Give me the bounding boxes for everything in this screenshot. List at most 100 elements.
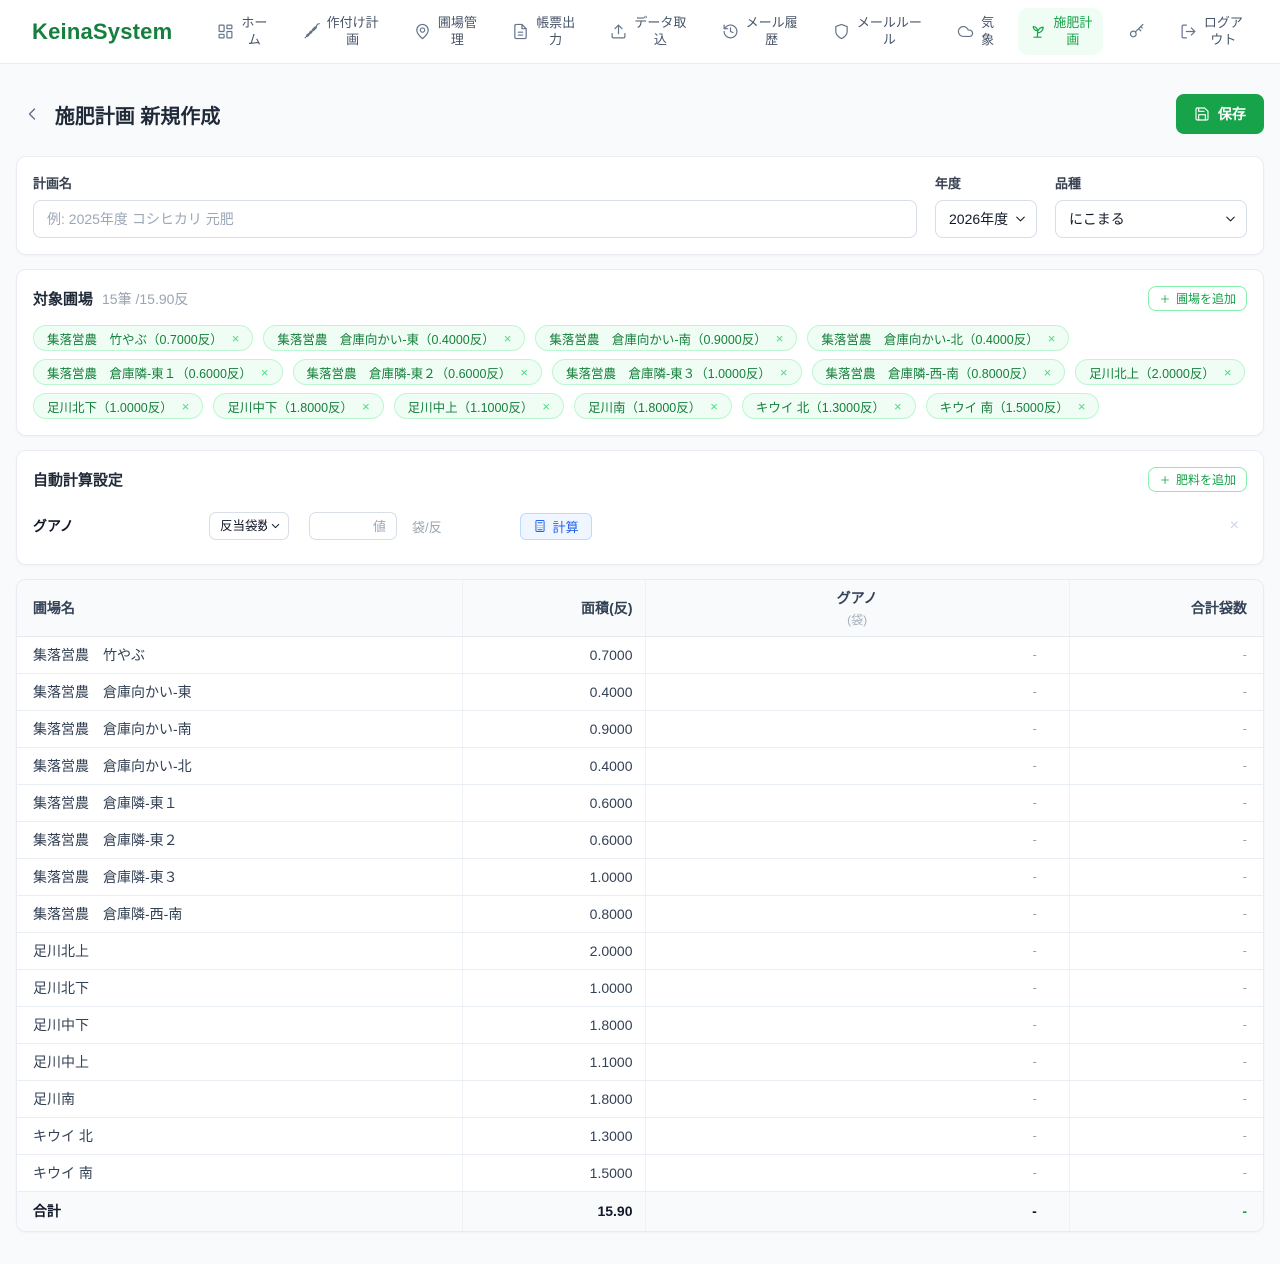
brand-logo[interactable]: KeinaSystem [32,18,173,44]
calculator-icon [533,519,547,533]
cell-total-bags: - [1068,1080,1263,1118]
header-fertilizer-unit: (袋) [847,612,868,627]
chip-remove-icon[interactable]: × [710,398,718,414]
year-select[interactable]: 2026年度 [935,200,1037,238]
chip-remove-icon[interactable]: × [1047,330,1056,346]
shield-icon [833,23,850,40]
table-row: 集落営農 倉庫向かい-東 0.4000 - - [17,673,1263,711]
nav-item-key[interactable] [1117,16,1156,47]
table-row: 集落営農 倉庫向かい-南 0.9000 - - [17,710,1263,748]
cell-area: 1.8000 [461,1006,645,1044]
calculate-button[interactable]: 計算 [519,512,592,540]
nav-item-history[interactable]: メール履 歴 [711,8,809,56]
chip-remove-icon[interactable]: × [1043,364,1052,380]
save-icon [1194,106,1210,122]
cell-fertilizer-bags: - [644,1117,1070,1155]
field-chip-label: 足川中上（1.1000反） [407,400,534,415]
chip-remove-icon[interactable]: × [503,330,512,346]
table-row: 足川南 1.8000 - - [17,1080,1263,1118]
key-icon [1128,23,1145,40]
chip-remove-icon[interactable]: × [260,364,269,380]
cell-area: 0.8000 [461,895,645,933]
cell-area: 0.6000 [461,821,645,859]
add-fertilizer-button[interactable]: 肥料を追加 [1147,467,1247,492]
cell-fertilizer-bags: - [644,784,1070,822]
total-fertilizer-bags: - [644,1191,1070,1231]
plan-name-input[interactable] [33,200,917,238]
cell-total-bags: - [1068,710,1263,748]
nav-item-label: メールルー ル [856,14,922,47]
chip-remove-icon[interactable]: × [520,364,528,380]
cell-area: 0.7000 [461,636,645,674]
field-chip: 集落営農 倉庫向かい-南（0.9000反） × [535,325,798,351]
cell-field-name: 集落営農 竹やぶ [17,636,463,674]
field-chip: 足川中下（1.8000反） × [213,393,384,419]
auto-calc-card: 自動計算設定 肥料を追加 グアノ 反当袋数 袋/反 計算 × [16,450,1264,565]
fertilizer-name: グアノ [33,518,74,534]
map-pin-icon [414,23,431,40]
add-field-button[interactable]: 圃場を追加 [1147,286,1247,311]
cell-total-bags: - [1068,1117,1263,1155]
nav-item-label: ホー ム [241,14,268,47]
variety-select[interactable]: にこまる [1055,200,1247,238]
calc-mode-select[interactable]: 反当袋数 [209,512,289,540]
nav-item-label: メール履 歴 [745,14,798,47]
chip-remove-icon[interactable]: × [231,330,240,346]
nav-item-logout[interactable]: ログア ウト [1169,8,1254,56]
back-button[interactable] [18,100,46,128]
cell-total-bags: - [1068,636,1263,674]
history-icon [722,23,739,40]
sprout-icon [1029,23,1046,40]
nav-item-file-text[interactable]: 帳票出 力 [501,8,586,56]
nav-item-sprout[interactable]: 施肥計 画 [1018,7,1104,56]
field-chip: 集落営農 倉庫隣-東１（0.6000反） × [33,359,283,385]
cell-field-name: 足川中下 [17,1006,463,1044]
chip-remove-icon[interactable]: × [894,398,902,414]
field-chip-label: 足川北上（2.0000反） [1089,366,1215,381]
table-row: 集落営農 倉庫隣-東３ 1.0000 - - [17,858,1263,896]
field-chip: キウイ 南（1.5000反） × [925,393,1100,419]
fertilizer-calc-row: グアノ 反当袋数 袋/反 計算 × [33,512,1247,548]
save-button[interactable]: 保存 [1176,94,1264,134]
field-chip: 足川北上（2.0000反） × [1075,359,1246,385]
cell-area: 0.6000 [461,784,645,822]
chip-remove-icon[interactable]: × [775,330,784,346]
chip-remove-icon[interactable]: × [1077,398,1086,414]
cell-area: 0.4000 [461,673,645,711]
chip-remove-icon[interactable]: × [542,398,550,414]
calc-value-input[interactable] [309,512,397,540]
cell-area: 0.4000 [461,747,645,785]
plan-form-card: 計画名 年度 2026年度 品種 にこまる [16,156,1264,255]
nav-item-shield[interactable]: メールルー ル [822,8,933,56]
nav-item-grid[interactable]: ホー ム [206,8,278,56]
cell-fertilizer-bags: - [644,895,1070,933]
nav-item-cloud[interactable]: 気 象 [946,8,1005,56]
logout-icon [1180,23,1197,40]
nav-item-upload[interactable]: データ取 込 [599,8,697,56]
cell-fertilizer-bags: - [644,1043,1070,1081]
field-chip: 足川北下（1.0000反） × [33,393,204,419]
cell-fertilizer-bags: - [644,1080,1070,1118]
field-chip: 集落営農 竹やぶ（0.7000反） × [33,325,254,351]
main-nav: ホー ム 作付け計 画 圃場管 理 帳票出 力 データ取 込 [206,7,1254,56]
cell-fertilizer-bags: - [644,1154,1070,1192]
cell-fertilizer-bags: - [644,747,1070,785]
chip-remove-icon[interactable]: × [1223,364,1232,380]
table-total-row: 合計 15.90 - - [17,1191,1263,1231]
chip-remove-icon[interactable]: × [181,398,190,414]
cell-fertilizer-bags: - [644,673,1070,711]
table-row: 足川中下 1.8000 - - [17,1006,1263,1044]
field-chip: 集落営農 倉庫隣-東２（0.6000反） × [292,359,542,385]
cell-field-name: 足川北上 [17,932,463,970]
cell-area: 1.0000 [461,858,645,896]
cell-area: 1.3000 [461,1117,645,1155]
nav-item-map-pin[interactable]: 圃場管 理 [403,8,488,56]
table-header-row: 圃場名 面積(反) グアノ (袋) 合計袋数 [17,580,1263,637]
nav-item-wheat[interactable]: 作付け計 画 [292,8,390,56]
cell-area: 1.5000 [461,1154,645,1192]
page-title: 施肥計画 新規作成 [55,105,221,128]
chip-remove-icon[interactable]: × [779,364,788,380]
table-row: 集落営農 竹やぶ 0.7000 - - [17,636,1263,674]
remove-fertilizer-icon[interactable]: × [1229,517,1239,534]
chip-remove-icon[interactable]: × [362,398,370,414]
